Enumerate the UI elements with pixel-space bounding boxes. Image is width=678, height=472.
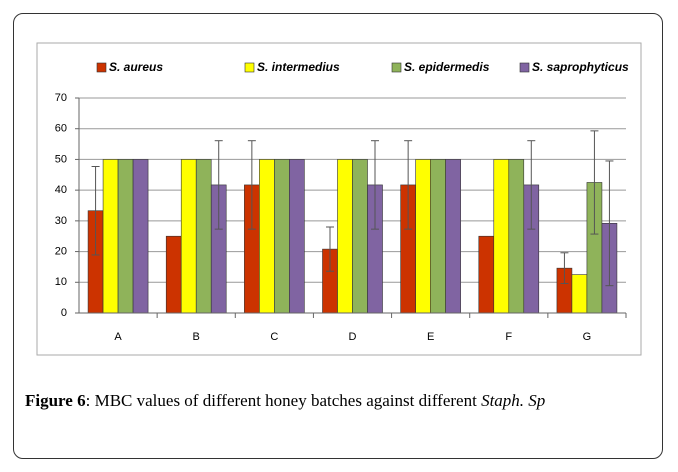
error-bar bbox=[326, 226, 334, 272]
legend-label: S. aureus bbox=[109, 60, 163, 74]
caption: Figure 6: MBC values of different honey … bbox=[25, 386, 655, 416]
bar bbox=[274, 159, 290, 314]
y-tick-label: 50 bbox=[55, 153, 67, 165]
x-tick-label: E bbox=[427, 331, 434, 343]
bar bbox=[445, 159, 461, 314]
caption-text: : MBC values of different honey batches … bbox=[85, 391, 477, 410]
error-bar bbox=[247, 140, 256, 230]
y-tick-label: 70 bbox=[55, 92, 67, 104]
legend-label: S. saprophyticus bbox=[532, 60, 629, 74]
y-tick-label: 60 bbox=[55, 123, 67, 135]
legend-swatch bbox=[244, 62, 255, 73]
error-bar bbox=[527, 140, 536, 230]
bar bbox=[508, 159, 525, 314]
bar bbox=[352, 159, 368, 314]
legend-label: S. epidermedis bbox=[404, 60, 490, 74]
bar bbox=[430, 159, 446, 314]
bar bbox=[165, 235, 182, 314]
error-bar bbox=[371, 140, 379, 230]
bar bbox=[478, 235, 495, 314]
x-tick-label: D bbox=[349, 331, 357, 343]
bar bbox=[571, 274, 588, 314]
y-tick-label: 30 bbox=[55, 215, 67, 227]
error-bar bbox=[560, 252, 569, 285]
x-tick-label: C bbox=[270, 331, 278, 343]
bar bbox=[195, 159, 212, 314]
bar bbox=[337, 159, 353, 314]
x-tick-label: F bbox=[505, 331, 512, 343]
caption-label: Figure 6 bbox=[25, 391, 86, 410]
bar bbox=[493, 159, 510, 314]
error-bar bbox=[91, 165, 100, 256]
legend-swatch bbox=[391, 62, 402, 73]
figure-card bbox=[13, 13, 663, 459]
x-tick-label: A bbox=[114, 331, 122, 343]
error-bar bbox=[605, 160, 614, 287]
legend-swatch bbox=[519, 62, 530, 73]
y-tick-label: 20 bbox=[55, 245, 67, 257]
bar bbox=[289, 159, 305, 314]
error-bar bbox=[214, 140, 223, 230]
error-bar bbox=[404, 140, 413, 230]
legend-swatch bbox=[96, 62, 107, 73]
x-tick-label: G bbox=[583, 331, 592, 343]
y-tick-label: 10 bbox=[55, 276, 67, 288]
y-tick-label: 0 bbox=[61, 307, 67, 319]
bar bbox=[102, 159, 119, 314]
bar bbox=[132, 159, 149, 314]
bar bbox=[117, 159, 134, 314]
error-bar bbox=[590, 130, 599, 235]
caption-italic: Staph. Sp bbox=[481, 391, 546, 410]
y-tick-label: 40 bbox=[55, 184, 67, 196]
bar bbox=[415, 159, 431, 314]
x-tick-label: B bbox=[193, 331, 200, 343]
bar bbox=[259, 159, 275, 314]
bar bbox=[180, 159, 197, 314]
legend-label: S. intermedius bbox=[257, 60, 340, 74]
